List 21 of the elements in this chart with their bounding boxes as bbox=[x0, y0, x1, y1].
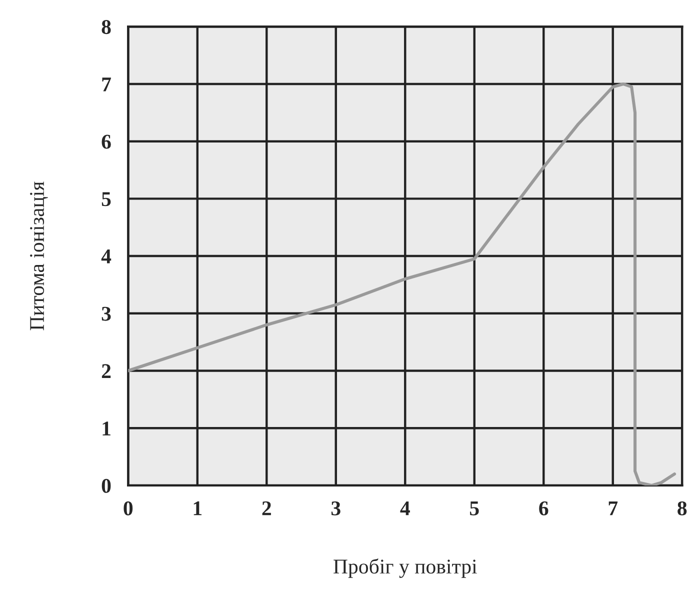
y-tick-label: 7 bbox=[102, 78, 111, 92]
x-tick-label: 7 bbox=[608, 502, 618, 516]
y-tick-label: 5 bbox=[102, 192, 111, 206]
y-tick-label: 0 bbox=[102, 478, 111, 493]
y-axis-title: Питома іонізація bbox=[30, 182, 48, 330]
y-tick-label: 4 bbox=[101, 250, 112, 264]
line-series bbox=[128, 82, 676, 486]
x-tick-label: 0 bbox=[124, 501, 133, 516]
y-tick-label: 3 bbox=[102, 306, 111, 321]
x-tick-label: 5 bbox=[470, 502, 479, 516]
x-tick-label: 8 bbox=[678, 501, 687, 516]
x-tick-label: 4 bbox=[400, 501, 410, 516]
x-tick-label: 3 bbox=[331, 501, 340, 516]
x-tick-label: 1 bbox=[194, 501, 202, 516]
y-tick-label: 2 bbox=[102, 364, 111, 378]
y-tick-label: 1 bbox=[102, 422, 110, 436]
y-tick-label: 6 bbox=[102, 134, 111, 149]
x-axis-title: Пробіг у повітрі bbox=[334, 558, 477, 578]
y-tick-label: 8 bbox=[102, 20, 111, 34]
x-tick-label: 2 bbox=[262, 501, 271, 516]
x-tick-label: 6 bbox=[539, 501, 548, 516]
